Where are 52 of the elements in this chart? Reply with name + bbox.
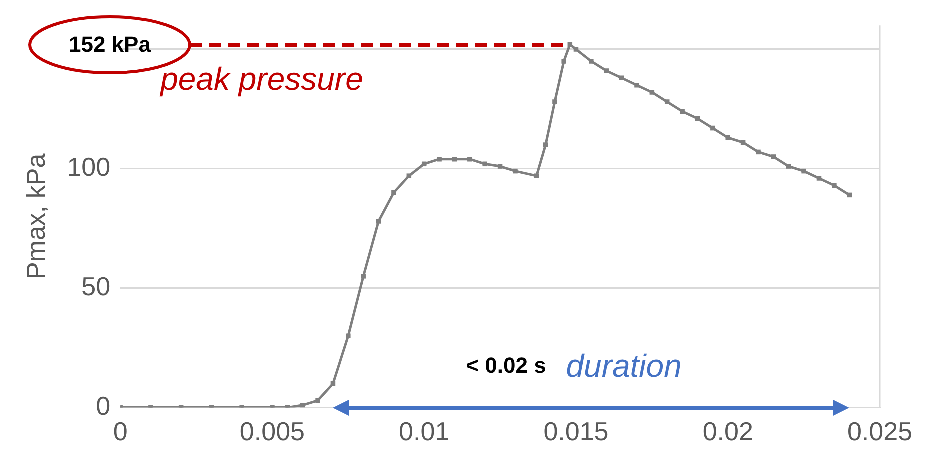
point	[534, 174, 540, 178]
point	[604, 68, 609, 74]
point	[452, 156, 458, 162]
x-tick-label: 0.015	[544, 416, 609, 447]
point	[543, 142, 548, 148]
point	[832, 183, 837, 188]
y-axis-title: Pmax, kPa	[20, 153, 51, 280]
point	[726, 135, 730, 140]
annotation: 152 kPa	[69, 32, 151, 58]
point	[330, 382, 336, 386]
point	[422, 162, 427, 167]
point	[316, 398, 320, 404]
point	[589, 59, 594, 64]
point	[756, 150, 761, 155]
point	[346, 334, 351, 339]
point	[786, 164, 792, 169]
point	[552, 100, 558, 104]
point	[574, 47, 579, 52]
point	[650, 90, 655, 95]
point	[634, 82, 640, 88]
point	[847, 192, 852, 198]
point	[664, 100, 670, 104]
point	[619, 76, 624, 81]
y-tick-label: 0	[96, 390, 111, 421]
point	[816, 176, 822, 181]
point	[300, 403, 306, 408]
y-tick-label: 100	[67, 152, 111, 182]
point	[361, 274, 366, 279]
point	[392, 190, 396, 196]
x-tick-label: 0.01	[399, 416, 450, 447]
point	[468, 156, 472, 162]
point	[562, 59, 566, 64]
point	[406, 174, 412, 178]
point	[771, 154, 776, 160]
point	[802, 168, 806, 174]
point	[680, 109, 685, 114]
x-tick-label: 0.02	[702, 416, 754, 447]
point	[513, 168, 518, 174]
y-tick-label: 50	[82, 272, 111, 302]
point	[498, 164, 503, 169]
point	[740, 140, 746, 146]
point	[437, 156, 442, 162]
point	[695, 116, 700, 122]
annotation: peak pressure	[160, 61, 364, 98]
point	[710, 126, 716, 131]
point	[482, 162, 488, 167]
x-tick-label: 0.005	[240, 416, 306, 447]
annotation: < 0.02 s	[466, 353, 546, 380]
x-tick-label: 0.025	[847, 416, 913, 447]
point	[376, 219, 382, 224]
point	[568, 42, 573, 48]
annotation: duration	[566, 348, 682, 385]
